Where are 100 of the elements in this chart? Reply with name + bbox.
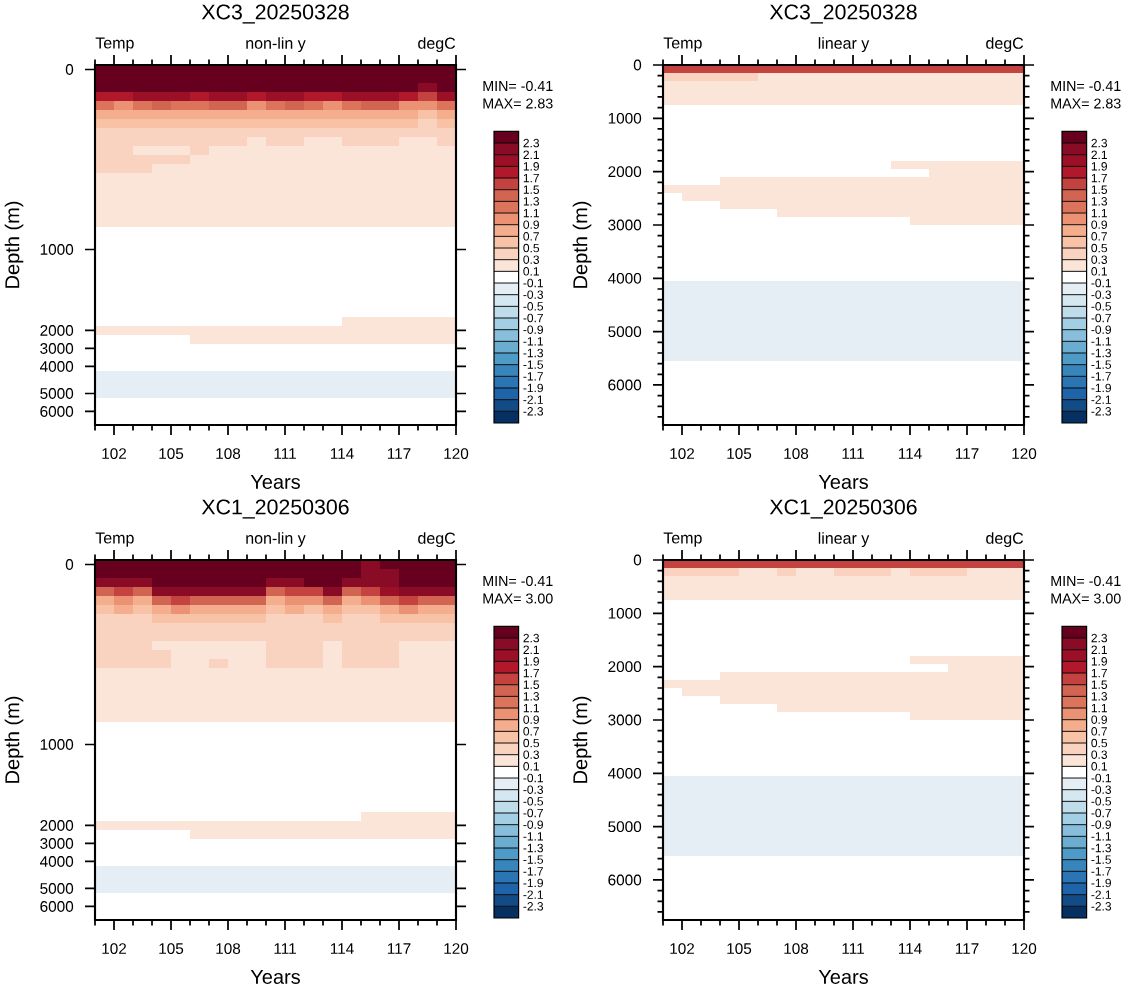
y-axis-title: Depth (m): [572, 696, 592, 783]
color-bar-label: -0.9: [1091, 820, 1111, 829]
color-bar-label: 1.1: [1091, 703, 1107, 713]
y-tick-label: 6000: [608, 379, 642, 391]
color-bar-label: 2.1: [1091, 645, 1107, 654]
color-bar-label: -0.1: [523, 278, 543, 288]
color-bar-label: 2.3: [1091, 138, 1108, 148]
color-bar-label: -1.5: [1091, 360, 1112, 369]
color-bar-label: 0.3: [523, 750, 540, 759]
text: non-lin y: [246, 532, 306, 548]
y-tick-label: 1000: [40, 244, 74, 255]
text: linear y: [818, 532, 870, 548]
x-tick-label: 111: [842, 448, 864, 459]
color-bar-label: 0.3: [1091, 255, 1108, 264]
color-bar-label: -0.9: [523, 325, 543, 334]
y-tick-label: 2000: [608, 166, 642, 178]
y-tick-label: 3000: [40, 343, 74, 354]
color-bar-label: -1.1: [523, 337, 543, 346]
color-bar-label: -1.3: [523, 843, 544, 853]
x-tick-label: 105: [159, 943, 184, 955]
y-tick-label: 0: [65, 559, 74, 570]
color-bar-label: -1.7: [523, 372, 543, 381]
y-axis-title: Depth (m): [572, 201, 592, 288]
color-bar-label: -1.1: [1091, 337, 1111, 346]
color-bar-label: 2.3: [1091, 633, 1108, 643]
color-bar-label: -1.1: [523, 832, 543, 841]
text: linear y: [818, 37, 870, 53]
y-tick-label: 1000: [608, 112, 642, 124]
color-bar-label: -0.1: [1091, 278, 1111, 288]
color-bar-label: 0.3: [1091, 750, 1108, 759]
y-tick-label: 4000: [39, 361, 74, 372]
color-bar-label: 1.5: [1091, 680, 1108, 689]
y-tick-label: 0: [65, 64, 74, 75]
x-tick-label: 120: [1012, 448, 1037, 460]
x-tick-label: 108: [784, 448, 809, 460]
color-bar-label: -2.3: [1091, 407, 1112, 416]
color-bar-label: 0.7: [523, 727, 539, 736]
color-bar-label: -1.7: [523, 867, 543, 876]
x-tick-label: 102: [670, 943, 695, 955]
color-bar-label: -0.5: [1091, 302, 1112, 311]
color-bar-label: 0.9: [1091, 715, 1107, 724]
y-axis-title: Depth (m): [4, 201, 24, 288]
x-tick-label: 111: [274, 943, 296, 954]
y-tick-label: 2000: [40, 820, 74, 831]
color-bar-label: 1.5: [523, 680, 540, 689]
x-tick-label: 114: [330, 943, 354, 954]
color-bar-label: -0.1: [1091, 773, 1111, 783]
y-axis-title: Depth (m): [4, 696, 24, 783]
color-bar-label: 2.1: [1091, 150, 1107, 159]
color-bar-label: 2.1: [523, 645, 539, 654]
color-bar-label: 1.9: [523, 162, 539, 171]
color-bar-label: 1.3: [523, 197, 540, 206]
color-bar-label: 2.1: [523, 150, 539, 159]
color-bar-label: -1.7: [1091, 372, 1111, 381]
text: MAX= 3.00: [1051, 593, 1121, 604]
x-tick-label: 114: [898, 943, 922, 954]
color-bar-label: -2.1: [1091, 395, 1111, 404]
color-bar-label: 1.7: [523, 668, 539, 678]
color-bar-label: 0.7: [1091, 727, 1107, 736]
color-bar-label: -2.1: [523, 395, 543, 404]
color-bar-label: -0.7: [523, 808, 543, 818]
color-bar-label: 1.5: [523, 185, 540, 194]
color-bar-label: -1.1: [1091, 832, 1111, 841]
y-tick-label: 6000: [40, 406, 74, 417]
text: MIN= -0.41: [1051, 575, 1121, 587]
text: MIN= -0.41: [483, 575, 553, 587]
x-tick-label: 120: [444, 448, 469, 460]
color-bar-label: 1.9: [1091, 162, 1107, 171]
color-bar-label: 0.1: [523, 267, 539, 276]
color-bar-label: 1.1: [1091, 208, 1107, 218]
color-bar-label: 0.1: [1091, 267, 1107, 276]
y-tick-label: 6000: [40, 901, 74, 912]
color-bar-label: -2.3: [523, 407, 544, 416]
y-tick-label: 6000: [608, 874, 642, 886]
x-tick-label: 108: [216, 448, 241, 460]
color-bar-label: 0.5: [523, 738, 540, 748]
y-tick-label: 3000: [608, 219, 642, 231]
x-tick-label: 105: [727, 943, 752, 955]
text: MAX= 2.83: [1051, 98, 1121, 109]
color-bar-label: -1.7: [1091, 867, 1111, 876]
color-bar-label: -1.3: [1091, 843, 1112, 853]
color-bar-label: -1.9: [523, 383, 543, 393]
text: Temp: [663, 532, 702, 547]
y-tick-label: 4000: [607, 767, 642, 779]
color-bar-label: 1.7: [523, 173, 539, 183]
color-bar-label: -1.9: [523, 878, 543, 888]
color-bar-label: -0.9: [1091, 325, 1111, 334]
color-bar-label: -0.5: [523, 302, 544, 311]
color-bar-label: -1.5: [523, 855, 544, 864]
color-bar-label: -0.9: [523, 820, 543, 829]
y-tick-label: 0: [633, 554, 642, 566]
color-bar-label: -1.3: [523, 348, 544, 358]
color-bar-label: -2.1: [523, 890, 543, 899]
x-tick-label: 120: [444, 943, 469, 955]
x-axis-title: Years: [818, 475, 868, 489]
color-bar-label: -2.3: [1091, 902, 1112, 911]
y-tick-label: 3000: [608, 714, 642, 726]
color-bar-label: 0.1: [1091, 762, 1107, 771]
x-tick-label: 114: [898, 448, 922, 459]
y-tick-label: 3000: [40, 838, 74, 849]
